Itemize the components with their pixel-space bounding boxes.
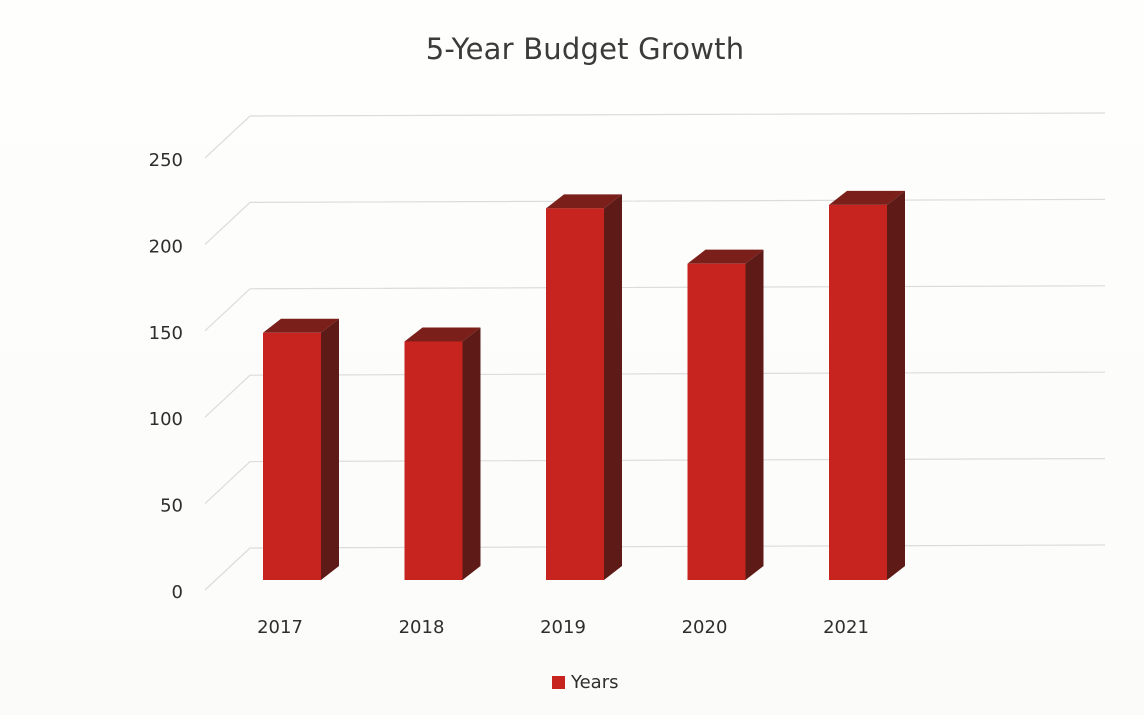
y-axis-ticks: 0 50 100 150 200 250 — [149, 150, 183, 603]
gridline — [204, 544, 1106, 591]
bar — [404, 327, 481, 580]
legend-swatch — [552, 675, 565, 689]
y-tick-label: 0 — [172, 582, 183, 603]
bar-front-face — [263, 332, 321, 580]
y-tick-label: 100 — [149, 409, 183, 430]
bar — [546, 194, 622, 580]
bar-front-face — [546, 208, 604, 580]
bar-side-face — [604, 194, 622, 580]
gridline — [204, 285, 1106, 332]
gridlines — [204, 112, 1106, 591]
bar-side-face — [745, 249, 764, 580]
x-tick-label: 2018 — [399, 617, 445, 638]
bar-front-face — [829, 204, 887, 581]
bar-top-face — [263, 318, 339, 333]
bar-top-face — [404, 327, 481, 342]
bars — [263, 190, 905, 581]
bar-front-face — [687, 263, 746, 580]
bar-side-face — [321, 318, 339, 580]
gridline — [204, 112, 1106, 159]
gridline — [204, 458, 1106, 505]
y-tick-label: 200 — [149, 236, 183, 257]
gridline — [204, 198, 1106, 245]
x-tick-label: 2020 — [682, 617, 728, 638]
y-tick-label: 50 — [160, 496, 183, 517]
y-tick-label: 150 — [149, 323, 183, 344]
bar — [263, 318, 339, 580]
x-tick-label: 2017 — [257, 617, 303, 638]
y-tick-label: 250 — [149, 150, 183, 171]
x-axis-ticks: 2017 2018 2019 2020 2021 — [257, 617, 869, 638]
chart-title: 5-Year Budget Growth — [425, 32, 745, 66]
bar-side-face — [462, 327, 481, 580]
x-tick-label: 2021 — [823, 617, 869, 638]
bar-front-face — [404, 341, 463, 580]
bar — [829, 190, 905, 581]
bar-top-face — [829, 190, 905, 205]
bar-side-face — [887, 190, 905, 581]
bar — [687, 249, 764, 580]
legend: Years — [552, 671, 619, 693]
bar-top-face — [546, 194, 622, 209]
bar-top-face — [687, 249, 764, 264]
legend-label: Years — [571, 671, 619, 693]
gridline — [204, 371, 1106, 418]
x-tick-label: 2019 — [540, 617, 586, 638]
